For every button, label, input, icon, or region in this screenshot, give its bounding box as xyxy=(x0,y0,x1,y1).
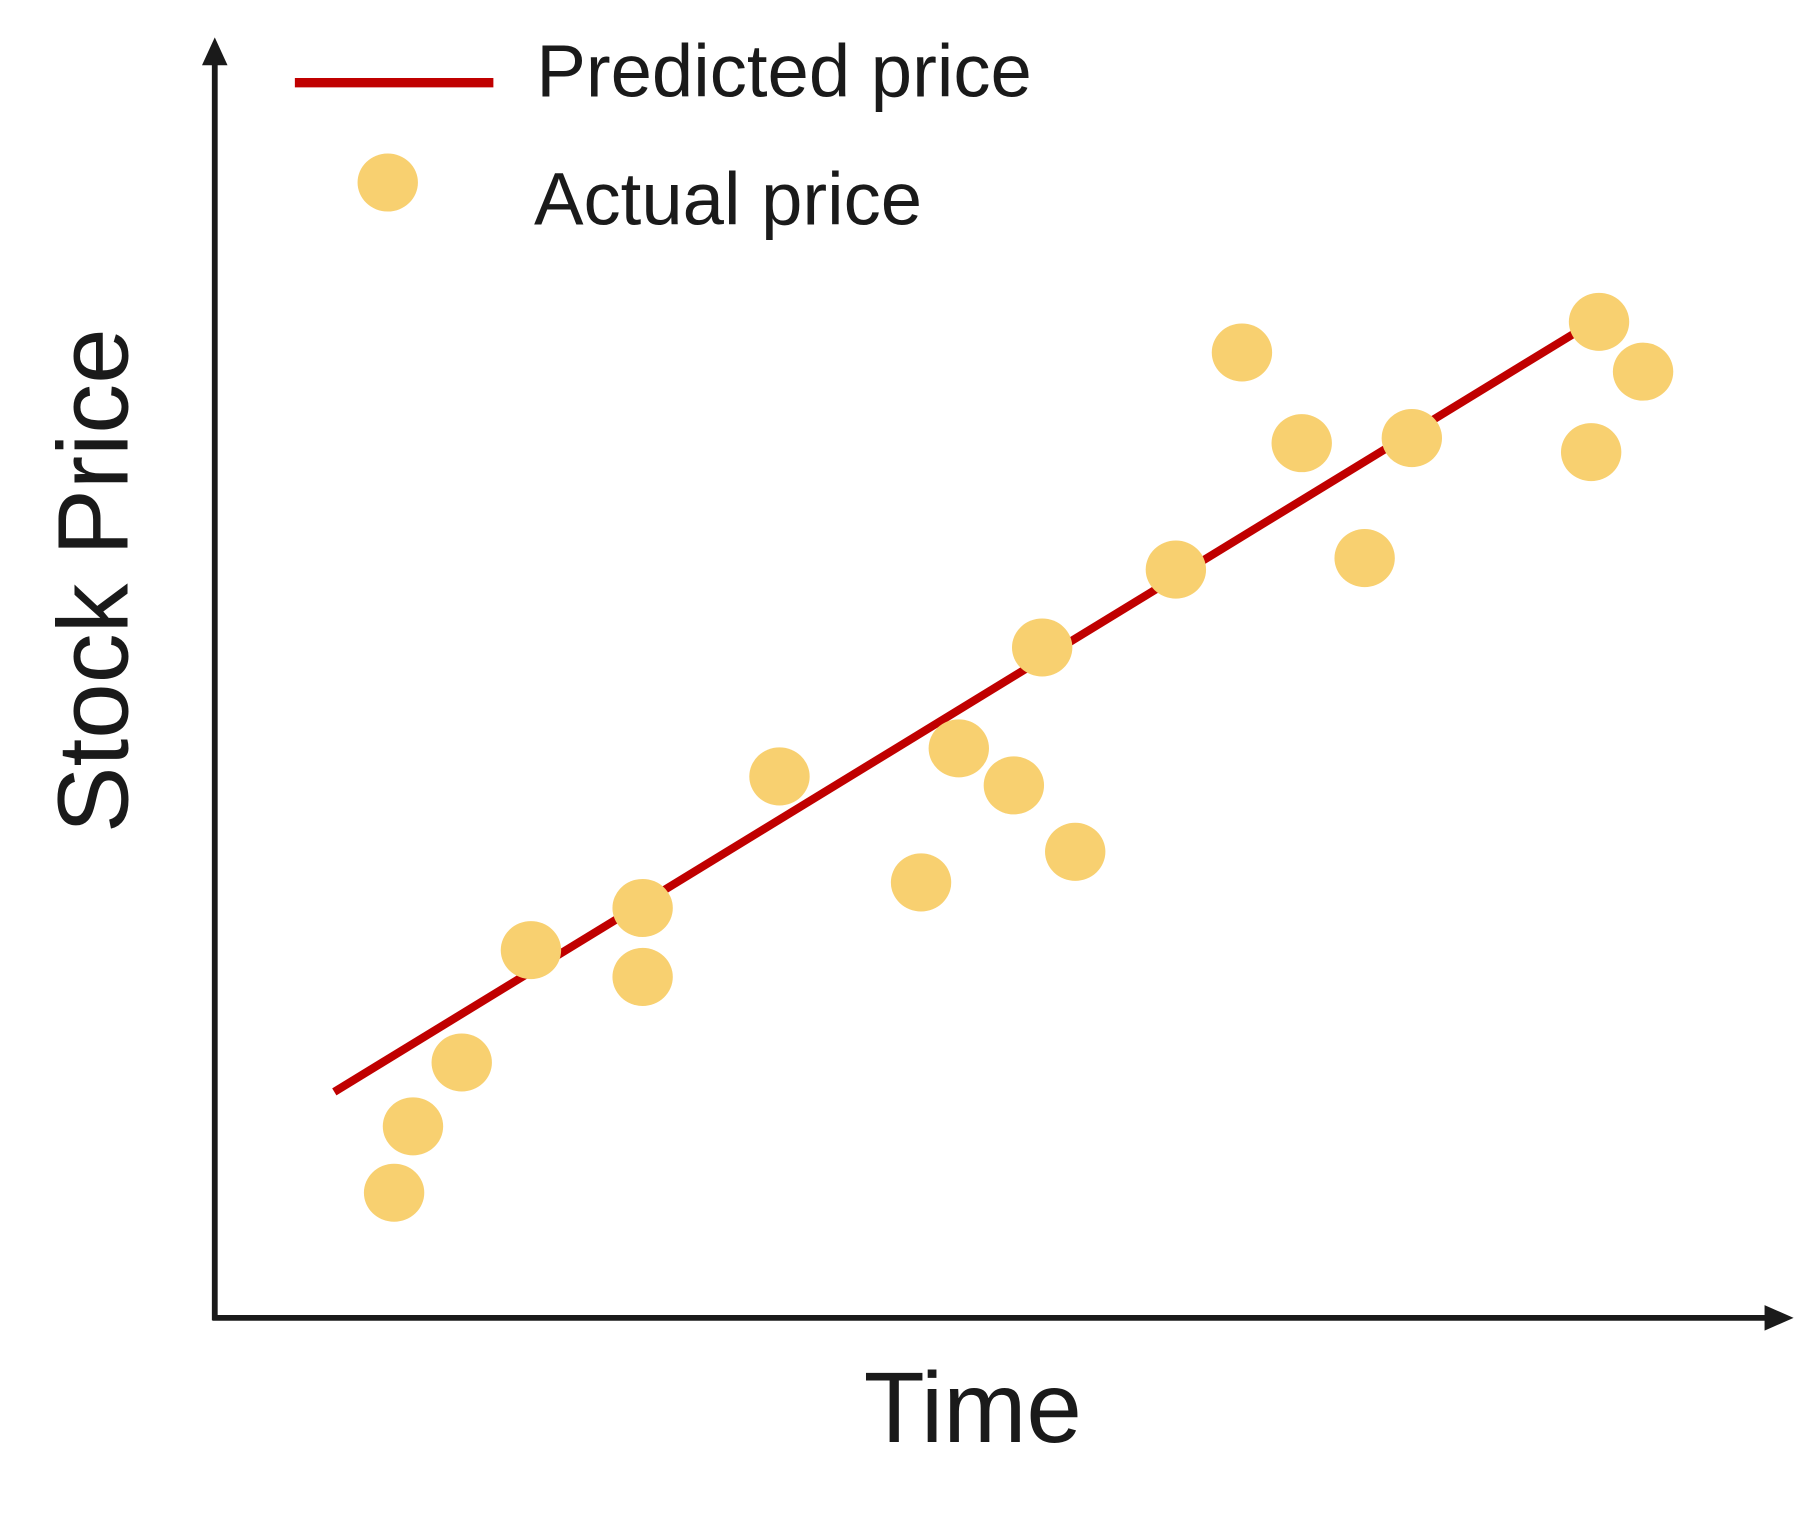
actual-price-point xyxy=(1334,529,1395,588)
actual-price-point xyxy=(1381,409,1443,468)
x-axis-label: Time xyxy=(864,1353,1082,1464)
actual-price-point xyxy=(1612,342,1674,401)
y-axis-label: Stock Price xyxy=(39,328,150,833)
actual-price-point xyxy=(1568,292,1630,351)
actual-price-point xyxy=(1045,822,1106,881)
actual-price-point xyxy=(749,747,810,806)
actual-price-point xyxy=(1011,618,1073,677)
legend: Predicted price Actual price xyxy=(294,30,1032,240)
actual-price-point xyxy=(1211,323,1273,382)
legend-dot-marker xyxy=(357,153,418,212)
actual-price-point xyxy=(928,719,989,778)
actual-price-point xyxy=(500,921,562,980)
actual-price-point xyxy=(363,1163,425,1222)
actual-price-point xyxy=(431,1033,492,1092)
actual-price-point xyxy=(1145,540,1207,599)
actual-price-point xyxy=(612,947,673,1006)
actual-price-point xyxy=(983,756,1045,815)
actual-price-point xyxy=(382,1097,444,1156)
x-axis-arrow xyxy=(1764,1305,1794,1331)
y-axis-arrow xyxy=(201,37,228,66)
legend-label-predicted: Predicted price xyxy=(536,30,1031,113)
actual-price-point xyxy=(1271,414,1332,473)
actual-price-point xyxy=(1560,423,1622,482)
legend-label-actual: Actual price xyxy=(534,157,922,240)
actual-price-point xyxy=(612,878,673,938)
plot-area xyxy=(332,292,1674,1222)
actual-price-point xyxy=(890,853,952,912)
